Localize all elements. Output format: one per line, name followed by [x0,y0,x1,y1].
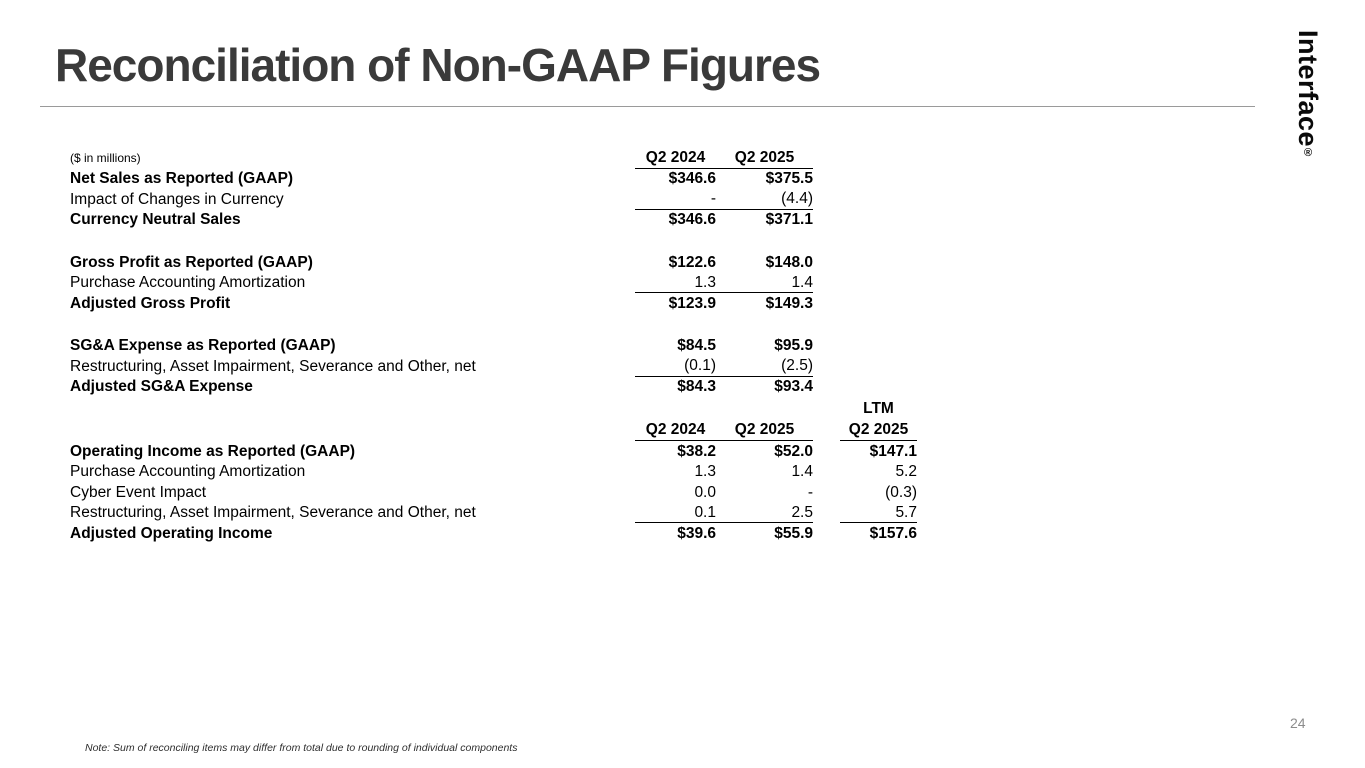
value-q2-2024: 0.1 [694,503,716,521]
column-header-ltm-q2-2025: Q2 2025 [848,421,909,438]
value-q2-2024: $346.6 [668,211,716,229]
table-row: Impact of Changes in Currency - (4.4) [70,189,920,210]
value-q2-2025: $148.0 [765,253,813,271]
value-q2-2024: (0.1) [684,357,716,375]
table-row: Gross Profit as Reported (GAAP) $122.6 $… [70,252,920,273]
reconciliation-table: ($ in millions) Q2 2024 Q2 2025 Net Sale… [70,148,920,544]
row-label: Purchase Accounting Amortization [70,463,306,481]
value-ltm-q2-2025: (0.3) [885,483,917,501]
table-header-row: ($ in millions) Q2 2024 Q2 2025 [70,148,920,169]
table-row: Purchase Accounting Amortization 1.3 1.4… [70,462,920,483]
table-row: Restructuring, Asset Impairment, Severan… [70,503,920,523]
header-ltm-col: Q2 2025 [840,419,917,441]
value-q2-2024: $123.9 [668,294,716,312]
column-header-q2-2024: Q2 2024 [645,421,706,438]
value-q2-2024: 1.3 [694,273,716,291]
value-q2-2025: $149.3 [765,294,813,312]
table-row: SG&A Expense as Reported (GAAP) $84.5 $9… [70,336,920,357]
row-label: SG&A Expense as Reported (GAAP) [70,337,336,355]
ltm-label-row: LTM [70,397,920,419]
value-q2-2024: $84.5 [677,337,716,355]
footnote: Note: Sum of reconciling items may diffe… [85,742,518,754]
value-q2-2024: $39.6 [677,524,716,542]
header-col-group: Q2 2024 Q2 2025 [635,419,813,441]
value-q2-2025: $375.5 [765,170,813,188]
ltm-label: LTM [863,399,894,417]
row-label: Restructuring, Asset Impairment, Severan… [70,504,476,522]
table-header-row: Q2 2024 Q2 2025 Q2 2025 [70,419,920,441]
column-header-q2-2024: Q2 2024 [645,149,706,167]
title-divider [40,106,1255,107]
section-spacer [70,230,920,252]
value-ltm-q2-2025: 5.2 [895,463,917,481]
value-q2-2025: $371.1 [765,211,813,229]
value-q2-2025: $52.0 [774,442,813,460]
row-label: Currency Neutral Sales [70,211,241,229]
value-ltm-q2-2025: 5.7 [895,503,917,521]
table-row: Net Sales as Reported (GAAP) $346.6 $375… [70,169,920,190]
row-label: Purchase Accounting Amortization [70,274,306,292]
row-label: Adjusted Gross Profit [70,294,231,312]
value-q2-2025: 2.5 [791,503,813,521]
value-ltm-q2-2025: $147.1 [869,442,917,460]
interface-logo: Interface® [1292,30,1323,160]
value-q2-2025: $93.4 [774,378,813,396]
table-row: Cyber Event Impact 0.0 - (0.3) [70,482,920,503]
value-q2-2025: (2.5) [781,357,813,375]
value-q2-2024: 0.0 [694,483,716,501]
value-q2-2025: 1.4 [791,273,813,291]
row-label: Adjusted Operating Income [70,524,273,542]
table-row: Purchase Accounting Amortization 1.3 1.4 [70,273,920,293]
value-q2-2024: $84.3 [677,378,716,396]
value-q2-2024: 1.3 [694,463,716,481]
column-header-q2-2025: Q2 2025 [734,421,795,438]
row-label: Gross Profit as Reported (GAAP) [70,253,313,271]
value-q2-2024: - [710,190,716,208]
units-label: ($ in millions) [70,150,141,165]
table-row: Currency Neutral Sales $346.6 $371.1 [70,210,920,231]
row-label: Impact of Changes in Currency [70,190,284,208]
logo-text: Interface [1293,30,1323,148]
table-row: Operating Income as Reported (GAAP) $38.… [70,441,920,462]
page-title: Reconciliation of Non-GAAP Figures [55,39,821,91]
row-label: Cyber Event Impact [70,483,207,501]
registered-trademark-icon: ® [1302,147,1314,160]
page-number: 24 [1290,715,1306,731]
value-q2-2024: $346.6 [668,170,716,188]
table-row: Restructuring, Asset Impairment, Severan… [70,356,920,377]
value-q2-2024: $38.2 [677,442,716,460]
section-spacer [70,314,920,336]
column-header-q2-2025: Q2 2025 [734,149,795,167]
value-q2-2025: $95.9 [774,337,813,355]
row-label: Adjusted SG&A Expense [70,378,253,396]
value-q2-2025: (4.4) [781,190,813,208]
table-row: Adjusted Gross Profit $123.9 $149.3 [70,293,920,314]
value-q2-2025: 1.4 [791,463,813,481]
value-ltm-q2-2025: $157.6 [869,524,917,542]
header-col-group: Q2 2024 Q2 2025 [635,148,813,169]
value-q2-2025: $55.9 [774,524,813,542]
table-row: Adjusted SG&A Expense $84.3 $93.4 [70,377,920,398]
table-row: Adjusted Operating Income $39.6 $55.9 $1… [70,523,920,544]
row-label: Net Sales as Reported (GAAP) [70,170,294,188]
value-q2-2024: $122.6 [668,253,716,271]
row-label: Restructuring, Asset Impairment, Severan… [70,357,476,375]
row-label: Operating Income as Reported (GAAP) [70,442,356,460]
value-q2-2025: - [807,483,813,501]
